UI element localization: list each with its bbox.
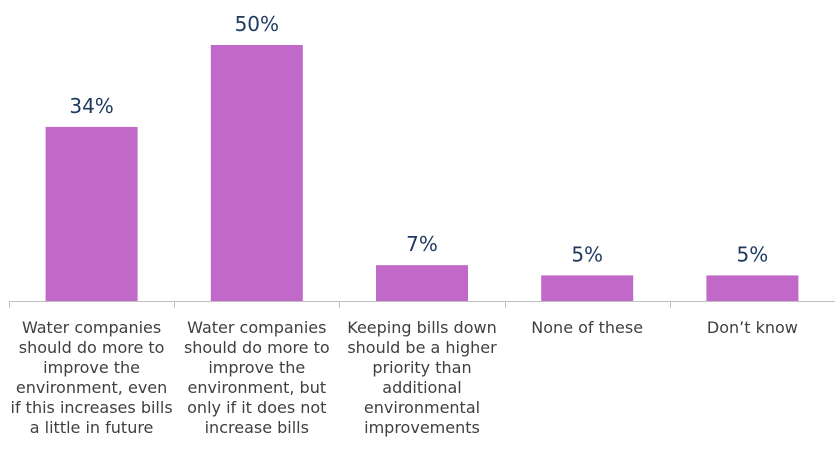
category-label-1: Water companies should do more to improv… bbox=[10, 318, 173, 437]
category-label-4: None of these bbox=[531, 318, 644, 337]
category-label-5: Don’t know bbox=[706, 318, 798, 337]
value-label-3: 7% bbox=[406, 232, 438, 256]
value-label-5: 5% bbox=[737, 242, 769, 266]
bar-5 bbox=[706, 275, 799, 301]
bar-4 bbox=[541, 275, 634, 301]
value-label-4: 5% bbox=[571, 242, 603, 266]
bar-2 bbox=[210, 45, 303, 301]
value-labels: 34% 50% 7% 5% 5% bbox=[69, 12, 768, 266]
value-label-2: 50% bbox=[235, 12, 279, 36]
bar-1 bbox=[45, 126, 138, 301]
bars bbox=[45, 45, 799, 301]
bar-3 bbox=[376, 265, 468, 301]
category-label-3: Keeping bills down should be a higher pr… bbox=[347, 318, 497, 437]
x-axis bbox=[9, 301, 835, 308]
value-label-1: 34% bbox=[69, 94, 113, 118]
category-label-2: Water companies should do more to improv… bbox=[183, 318, 330, 437]
